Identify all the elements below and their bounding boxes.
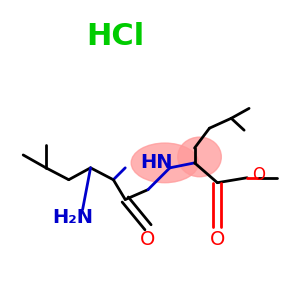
Text: HN: HN — [141, 153, 173, 172]
Text: O: O — [140, 230, 156, 249]
Text: H₂N: H₂N — [52, 208, 93, 227]
Text: HCl: HCl — [86, 22, 144, 51]
Ellipse shape — [178, 137, 221, 177]
Text: O: O — [210, 230, 225, 249]
Ellipse shape — [131, 143, 199, 183]
Text: O: O — [253, 166, 266, 184]
